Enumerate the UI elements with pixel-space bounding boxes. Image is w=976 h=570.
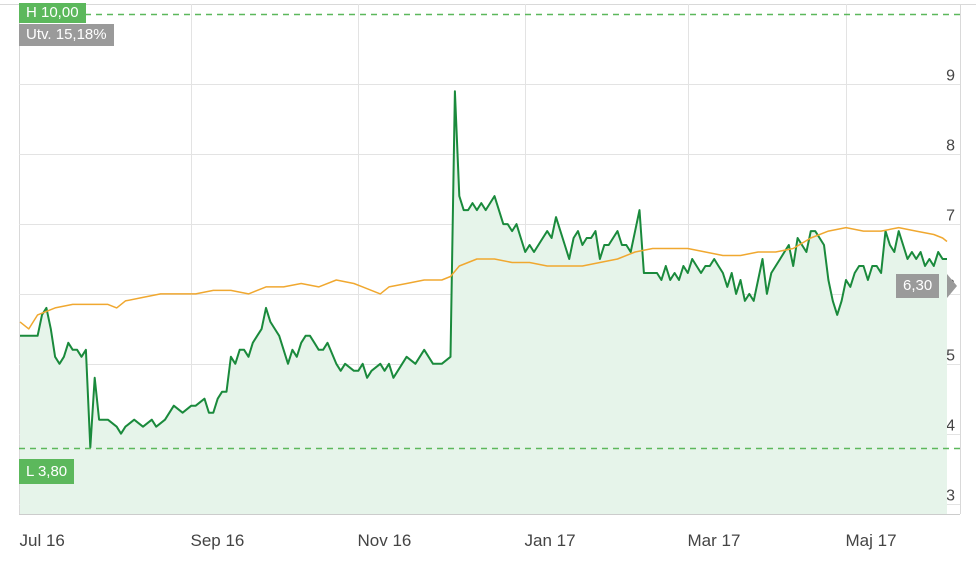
y-tick-label: 4: [946, 418, 955, 435]
low-value-badge: L 3,80: [19, 459, 75, 484]
x-tick-label: Sep 16: [191, 531, 245, 550]
series-area-fill: [20, 91, 947, 515]
x-tick-label: Maj 17: [846, 531, 897, 550]
current-value-badge: 6,30: [896, 274, 940, 298]
high-value-badge: H 10,00: [19, 3, 86, 23]
y-tick-label: 9: [946, 68, 955, 85]
x-tick-label: Jan 17: [525, 531, 576, 550]
y-tick-label: 7: [946, 208, 955, 225]
x-tick-label: Mar 17: [688, 531, 741, 550]
change-percent-badge: Utv. 15,18%: [19, 24, 114, 46]
y-tick-label: 8: [946, 138, 955, 155]
price-series-line: [20, 90, 947, 449]
x-tick-label: Jul 16: [20, 531, 65, 550]
current-value-pointer-icon: [947, 274, 957, 298]
y-tick-label: 3: [946, 488, 955, 505]
index-series-line: [19, 226, 948, 330]
y-tick-label: 5: [946, 348, 955, 365]
x-tick-label: Nov 16: [358, 531, 412, 550]
